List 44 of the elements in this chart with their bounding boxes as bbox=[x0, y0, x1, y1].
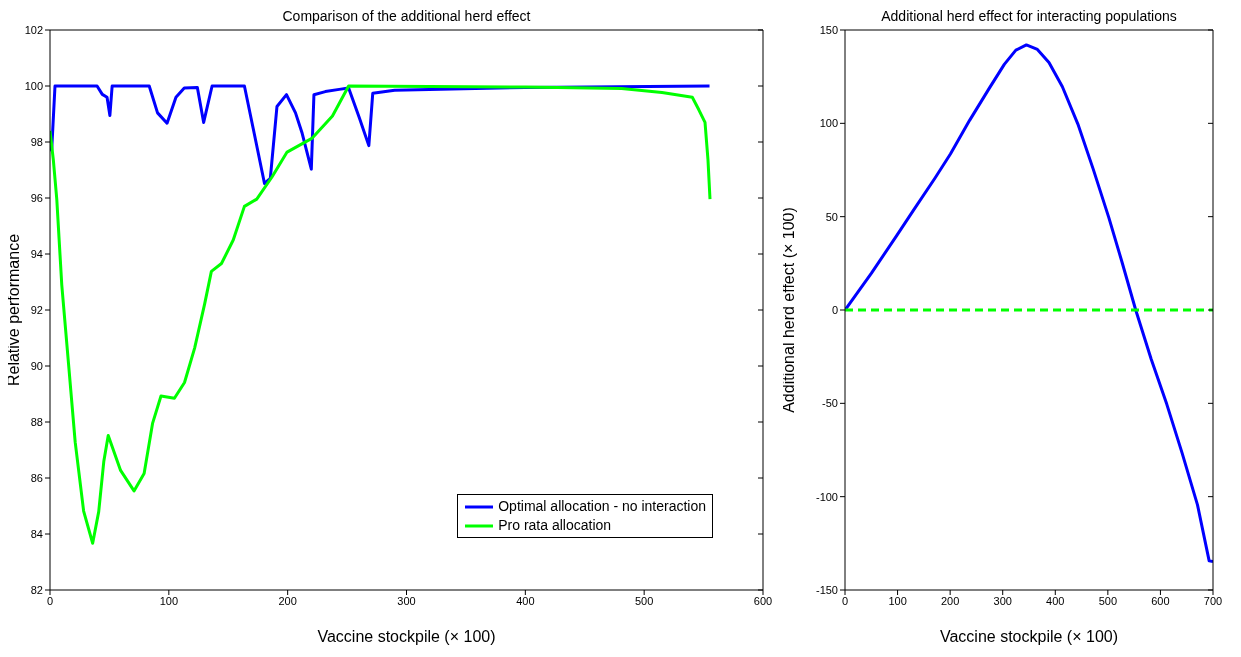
x-tick-label: 700 bbox=[1203, 594, 1223, 607]
x-tick-label: 100 bbox=[159, 594, 179, 607]
y-tick-label: 92 bbox=[30, 303, 43, 316]
x-tick-label: 0 bbox=[841, 594, 849, 607]
y-tick-label: 88 bbox=[30, 415, 43, 428]
x-tick-label: 400 bbox=[1046, 594, 1065, 607]
x-tick-label: 200 bbox=[278, 594, 297, 607]
y-tick-label: 100 bbox=[24, 79, 43, 92]
y-tick-label: 96 bbox=[30, 191, 43, 204]
chart-title: Additional herd effect for interacting populations bbox=[880, 8, 1178, 24]
x-tick-label: 200 bbox=[940, 594, 960, 607]
x-axis-title: Vaccine stockpile (× 100) bbox=[317, 628, 496, 645]
x-tick-label: 100 bbox=[888, 594, 907, 607]
y-tick-label: 50 bbox=[825, 210, 838, 223]
y-tick-label: 100 bbox=[819, 117, 838, 130]
y-tick-label: -50 bbox=[822, 397, 838, 410]
y-tick-label: 98 bbox=[30, 135, 43, 148]
legend-label: Pro rata allocation bbox=[498, 516, 612, 535]
x-tick-label: 600 bbox=[1151, 594, 1170, 607]
x-axis-title: Vaccine stockpile (× 100) bbox=[939, 628, 1119, 645]
x-tick-label: 600 bbox=[753, 594, 773, 607]
y-tick-label: 150 bbox=[819, 23, 838, 36]
chart-title: Comparison of the additional herd effect bbox=[281, 8, 532, 24]
y-tick-label: 84 bbox=[30, 527, 43, 540]
x-tick-label: 500 bbox=[634, 594, 654, 607]
y-tick-label: 86 bbox=[30, 471, 43, 484]
line-series bbox=[50, 84, 712, 185]
y-tick-label: 82 bbox=[30, 583, 43, 596]
y-tick-label: 94 bbox=[30, 247, 43, 260]
line-series bbox=[50, 84, 712, 545]
x-tick-label: 300 bbox=[993, 594, 1012, 607]
y-tick-label: 90 bbox=[30, 359, 43, 372]
y-tick-label: 102 bbox=[24, 23, 43, 36]
y-tick-label: -100 bbox=[815, 490, 838, 503]
x-tick-label: 400 bbox=[516, 594, 535, 607]
x-tick-label: 500 bbox=[1098, 594, 1118, 607]
y-tick-label: -150 bbox=[815, 583, 838, 596]
line-series bbox=[845, 43, 1213, 564]
y-axis-title: Additional herd effect (× 100) bbox=[779, 207, 797, 413]
x-tick-label: 300 bbox=[397, 594, 416, 607]
legend-label: Optimal allocation - no interaction bbox=[498, 497, 706, 516]
x-tick-label: 0 bbox=[46, 594, 54, 607]
y-tick-label: 0 bbox=[831, 303, 838, 316]
y-axis-title: Relative performance bbox=[4, 233, 22, 387]
